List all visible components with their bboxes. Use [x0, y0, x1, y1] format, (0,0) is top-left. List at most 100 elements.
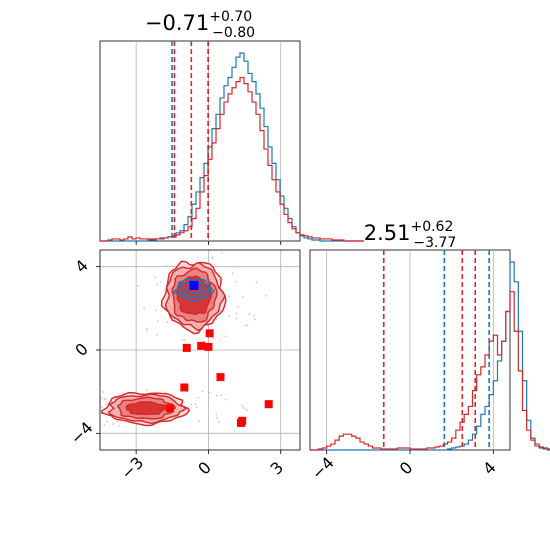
red-marker [182, 343, 191, 352]
red-marker [264, 400, 273, 409]
sample-point [235, 312, 238, 315]
quantile-lines [171, 41, 209, 241]
red-contour [125, 401, 167, 416]
sample-point [228, 295, 231, 298]
sample-point [237, 305, 239, 308]
sample-point [145, 389, 148, 391]
sample-point [100, 406, 103, 409]
sample-point [231, 272, 234, 275]
x-tick-label: 3 [267, 458, 288, 479]
sample-point [164, 288, 166, 291]
sample-point [221, 251, 223, 254]
x-ticks: −4 0 4 [308, 450, 500, 483]
histogram-param-1: −0.71+0.70 −0.80 [99, 9, 364, 245]
x-tick-label: 0 [194, 458, 215, 479]
sample-point [208, 391, 211, 394]
sample-point [212, 337, 215, 340]
y-tick-label: 4 [71, 256, 92, 277]
red-marker [180, 383, 189, 392]
sample-point [242, 407, 245, 409]
blue-contour [179, 280, 211, 299]
red-marker [216, 373, 225, 382]
hist-series-0 [310, 261, 550, 451]
sample-point [145, 329, 148, 332]
sample-point [248, 313, 251, 315]
hist-series-group [100, 52, 364, 242]
sample-point [241, 404, 243, 407]
sample-point [166, 321, 169, 323]
sample-point [105, 402, 108, 405]
sample-point [219, 338, 222, 341]
sample-point [224, 335, 227, 338]
sample-point [165, 265, 168, 267]
sample-point [100, 396, 103, 399]
sample-point [198, 420, 200, 423]
sample-point [116, 420, 119, 423]
sample-point [211, 257, 214, 260]
blue-marker [189, 280, 199, 290]
sample-point [103, 424, 106, 427]
sample-point [215, 413, 218, 416]
sample-point [159, 280, 162, 283]
red-marker [236, 418, 245, 427]
red-marker [205, 329, 214, 338]
sample-point [155, 333, 158, 336]
sample-point [77, 393, 79, 395]
sample-point [220, 394, 223, 397]
sample-point [122, 392, 124, 395]
sample-point [252, 314, 255, 317]
sample-point [145, 327, 148, 330]
blue-contour [172, 278, 215, 303]
sample-point [154, 309, 157, 312]
panel-title: −0.71+0.70 −0.80 [145, 9, 255, 41]
sample-point [195, 406, 198, 409]
sample-point [164, 391, 167, 394]
sample-point [215, 394, 218, 397]
sample-point [244, 324, 247, 327]
sample-point [112, 423, 115, 425]
title-sup: +0.62 [410, 219, 453, 235]
sample-point [235, 266, 238, 269]
sample-point [225, 398, 227, 401]
sample-point [135, 323, 138, 325]
sample-point [197, 396, 200, 399]
sample-point [255, 281, 258, 284]
sample-point [194, 403, 197, 406]
red-marker [165, 404, 174, 413]
sample-point [228, 315, 230, 317]
sample-point [156, 283, 159, 286]
title-sub: −0.80 [212, 25, 255, 41]
sample-point [235, 280, 238, 283]
sample-point [241, 296, 244, 298]
sample-point [60, 408, 62, 410]
sample-point [102, 391, 105, 393]
histogram-param-2: −4 0 4 2.51+0.62 −3.77 [308, 219, 550, 483]
sample-point [181, 339, 184, 341]
x-tick-label: 0 [396, 458, 417, 479]
sample-point [137, 285, 139, 288]
title-sup: +0.70 [209, 9, 252, 25]
title-base: −0.71 [145, 11, 209, 35]
y-tick-label: −4 [67, 418, 97, 448]
x-tick-label: −4 [308, 453, 338, 483]
y-tick-label: 0 [71, 339, 92, 360]
sample-point [67, 414, 69, 416]
x-ticks [135, 241, 282, 245]
sample-point [154, 276, 157, 279]
sample-point [215, 318, 218, 320]
sample-point [106, 420, 109, 423]
x-tick-label: −3 [117, 453, 147, 483]
sample-point [235, 317, 238, 320]
contour-content [60, 251, 273, 427]
hist-series-0 [100, 52, 364, 242]
sample-point [265, 294, 268, 297]
sample-point [201, 390, 204, 393]
axes-frame [99, 40, 301, 242]
sample-point [118, 424, 121, 427]
sample-point [143, 307, 146, 310]
sample-point [105, 398, 107, 400]
title-base: 2.51 [364, 221, 411, 245]
sample-point [218, 420, 220, 423]
sample-point [68, 407, 70, 409]
